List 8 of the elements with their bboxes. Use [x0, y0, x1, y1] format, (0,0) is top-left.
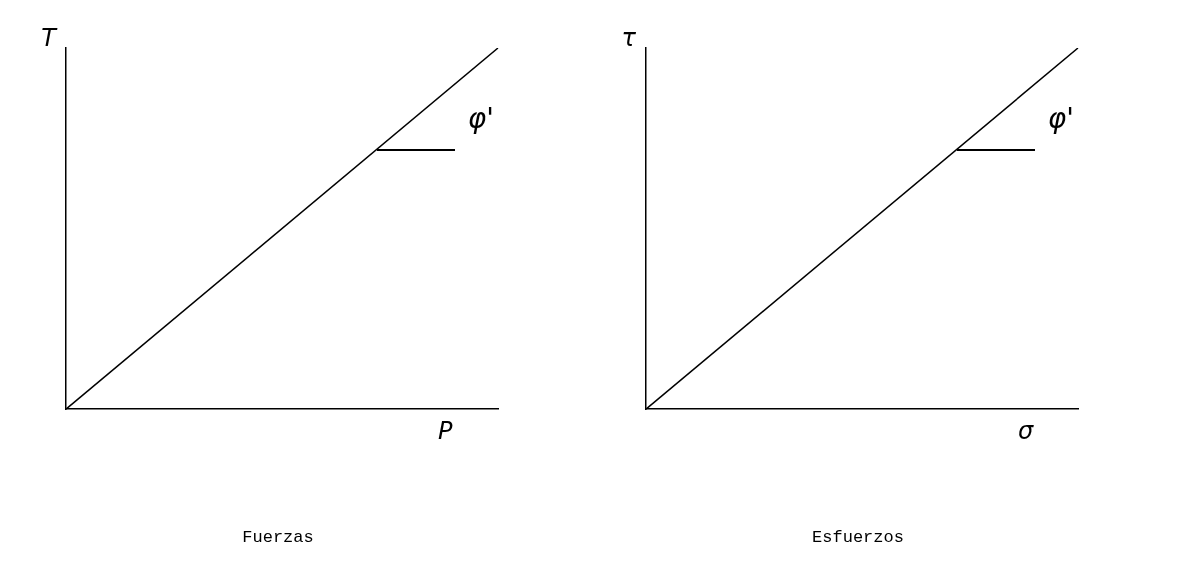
x-axis-title: P — [438, 417, 453, 446]
y-axis-title: τ — [621, 24, 637, 53]
y-axis-title: T — [41, 24, 59, 53]
text: Fuerzas — [242, 528, 314, 548]
annotation: φ' — [1047, 101, 1074, 135]
x-axis-title: σ — [1018, 417, 1034, 446]
text: Esfuerzos — [812, 528, 904, 548]
annotation: φ' — [467, 101, 494, 135]
